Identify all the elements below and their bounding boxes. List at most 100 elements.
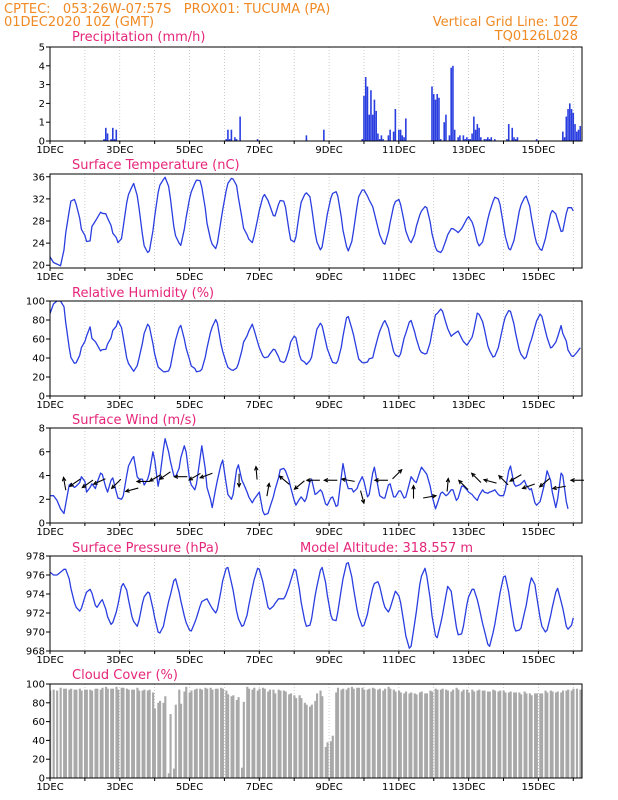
wind-vector	[471, 472, 482, 483]
cloud-cover-area-column	[183, 691, 186, 778]
wind-vector	[266, 483, 270, 497]
precipitation-bar	[568, 103, 571, 141]
cloud-cover-area-column	[159, 700, 162, 778]
cloud-cover-panel: Cloud Cover (%) 0 20 40 60 80 100 1DEC 3DEC 5DEC…	[26, 668, 583, 793]
precipitation-bar	[474, 129, 477, 141]
cloud-cover-area-column	[227, 694, 230, 778]
precipitation-bar	[380, 135, 383, 141]
precipitation-xtick-label: 9DEC	[315, 145, 342, 156]
cloud-cover-area-column	[122, 687, 125, 778]
cloud-cover-area-column	[211, 689, 214, 778]
cloud-cover-area-column	[78, 688, 81, 778]
cloud-cover-area-column	[410, 692, 413, 778]
cloud-cover-area-column	[293, 695, 296, 778]
wind-vector-head	[397, 468, 403, 474]
cloud-cover-area-column	[90, 690, 94, 778]
pressure-xtick-label: 13DEC	[452, 655, 486, 666]
wind-vector-head	[254, 465, 259, 471]
precipitation-bar	[506, 139, 508, 141]
cloud-cover-ytick-label: 0	[39, 774, 45, 785]
wind-xtick-label: 5DEC	[176, 527, 203, 538]
precipitation-bar	[466, 137, 468, 141]
precipitation-bar	[405, 118, 407, 141]
cloud-cover-area-column	[289, 693, 292, 778]
cloud-cover-area-column	[418, 692, 422, 778]
temperature-line	[50, 176, 574, 267]
cloud-cover-area-column	[544, 690, 547, 778]
temperature-panel: Surface Temperature (nC) 20 24 28 32 36 1DEC 3…	[32, 158, 583, 283]
cloud-cover-area-column	[64, 688, 67, 778]
cloud-cover-area-column	[106, 688, 109, 778]
precipitation-bar	[364, 77, 367, 141]
wind-vector-head	[198, 474, 205, 479]
wind-vector-head	[551, 485, 557, 491]
cloud-cover-area-column	[99, 689, 102, 778]
pressure-ytick-label: 970	[26, 628, 45, 639]
cloud-cover-area-column	[96, 688, 99, 778]
precipitation-xtick-label: 1DEC	[36, 145, 63, 156]
cloud-cover-area-column	[554, 692, 558, 778]
cloud-cover-area-column	[298, 695, 301, 778]
cloud-cover-area-column	[488, 691, 491, 778]
cloud-cover-area-column	[80, 690, 83, 778]
precipitation-bar	[375, 110, 377, 141]
wind-vector	[199, 472, 213, 479]
cloud-cover-area-column	[378, 688, 381, 778]
precipitation-bar	[432, 94, 435, 141]
cloud-cover-area-column	[263, 688, 266, 778]
cloud-cover-area-column	[188, 692, 191, 778]
cloud-cover-area-column	[507, 692, 511, 778]
cloud-cover-area-column	[324, 746, 327, 778]
wind-vector-head	[498, 474, 503, 480]
cloud-cover-area-column	[209, 687, 212, 778]
precipitation-bar	[387, 135, 390, 141]
humidity-xtick-label: 15DEC	[522, 400, 556, 411]
precipitation-bar	[511, 127, 514, 141]
cloud-cover-area-column	[193, 689, 197, 778]
cloud-cover-area-column	[94, 688, 97, 778]
cloud-cover-area-column	[178, 689, 181, 778]
cloud-cover-area-column	[561, 690, 565, 778]
pressure-ytick-label: 972	[26, 609, 45, 620]
precipitation-bar	[110, 139, 112, 141]
precipitation-bar	[574, 124, 576, 141]
cloud-cover-area-column	[471, 689, 474, 778]
precipitation-bar	[368, 114, 370, 141]
temperature-xtick-label: 3DEC	[106, 272, 133, 283]
pressure-xtick-label: 9DEC	[315, 655, 342, 666]
precipitation-bar	[105, 127, 107, 141]
cloud-cover-area-column	[397, 690, 401, 778]
wind-frame	[49, 427, 583, 524]
precipitation-bar	[377, 133, 379, 141]
cloud-cover-area-column	[314, 700, 317, 778]
precipitation-xtick-label: 5DEC	[176, 145, 203, 156]
precipitation-bar	[370, 90, 372, 141]
wind-vector	[62, 477, 67, 491]
cloud-cover-ytick-label: 40	[32, 736, 45, 747]
wind-title: Surface Wind (m/s)	[72, 413, 196, 428]
wind-xtick-label: 15DEC	[522, 527, 556, 538]
humidity-xtick-label: 5DEC	[176, 400, 203, 411]
humidity-xtick-label: 1DEC	[36, 400, 63, 411]
precipitation-xtick-label: 11DEC	[382, 145, 416, 156]
wind-vector-head	[266, 482, 271, 488]
cloud-cover-area-column	[251, 689, 254, 778]
cloud-cover-area-column	[347, 687, 350, 778]
wind-panel: Surface Wind (m/s) 0 2 4 6 8 1DEC 3DEC 5DEC 7DEC…	[36, 413, 584, 538]
wind-vector	[111, 478, 122, 489]
cloud-cover-area-column	[70, 688, 73, 778]
wind-xtick-label: 9DEC	[315, 527, 342, 538]
wind-vector	[423, 495, 437, 499]
temperature-xtick-label: 5DEC	[176, 272, 203, 283]
cloud-cover-area-column	[403, 693, 406, 778]
wind-ytick-label: 4	[39, 471, 45, 482]
header-model: TQ0126L028	[494, 29, 578, 44]
cloud-cover-area-column	[560, 692, 563, 778]
precipitation-bar	[256, 139, 259, 141]
humidity-xtick-label: 7DEC	[246, 400, 273, 411]
header-date: 01DEC2020 10Z (GMT)	[4, 15, 154, 30]
cloud-cover-area-column	[174, 704, 177, 778]
precipitation-bar	[445, 114, 447, 141]
precipitation-bar	[227, 129, 229, 141]
cloud-cover-area-column	[319, 690, 322, 778]
